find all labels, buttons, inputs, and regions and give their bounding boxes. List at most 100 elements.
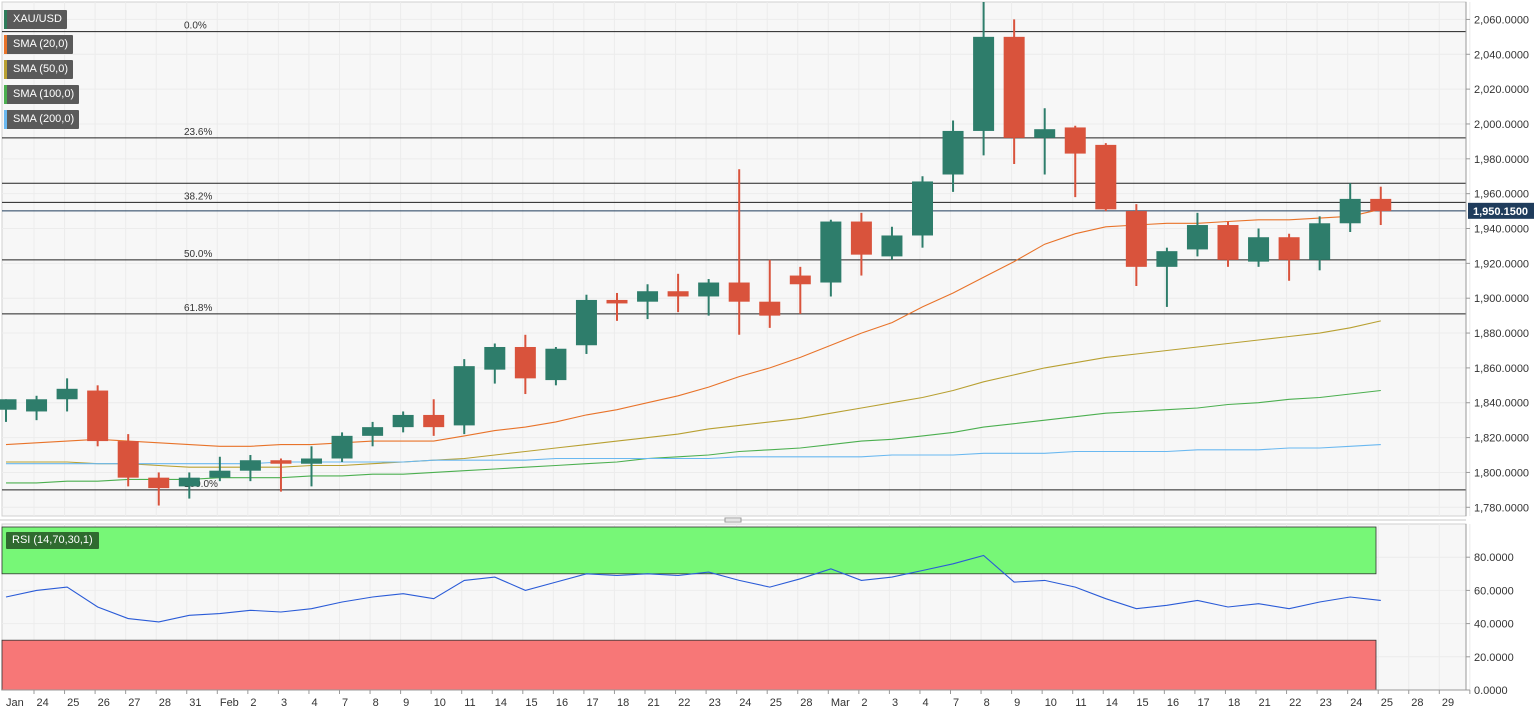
- y-tick-label: 1,960.0000: [1474, 189, 1529, 201]
- candle-body: [362, 427, 384, 436]
- x-tick-label: 8: [373, 697, 379, 709]
- x-tick-label: 24: [37, 697, 49, 709]
- x-tick-label: 25: [1381, 697, 1393, 709]
- candle-body: [392, 414, 414, 428]
- rsi-overbought-zone: [1, 526, 1377, 575]
- candle-body: [178, 477, 200, 487]
- candle-body: [759, 301, 781, 316]
- candle-body: [1186, 225, 1208, 250]
- x-tick-label: 7: [953, 697, 959, 709]
- sma-line-100: [6, 389, 1381, 484]
- x-tick-label: 11: [1075, 697, 1086, 709]
- sma-line-20: [5, 208, 1381, 447]
- y-tick-label: 1,780.0000: [1474, 502, 1529, 514]
- candle-body: [56, 388, 78, 400]
- y-tick-label: 2,020.0000: [1474, 84, 1529, 96]
- x-tick-label: 26: [98, 697, 110, 709]
- candle-body: [1125, 211, 1147, 267]
- y-tick-label: 1,880.0000: [1474, 328, 1529, 340]
- x-tick-label: 25: [770, 697, 782, 709]
- candle-body: [820, 221, 842, 283]
- legend-item[interactable]: XAU/USD: [4, 10, 67, 29]
- fib-level-label: 50.0%: [184, 249, 212, 260]
- y-tick-label: 60.0000: [1474, 585, 1514, 597]
- x-tick-label: 3: [281, 697, 287, 709]
- candle-body: [209, 470, 231, 478]
- x-tick-label: 9: [1014, 697, 1020, 709]
- x-tick-label: 17: [1197, 697, 1209, 709]
- x-tick-label: 18: [617, 697, 629, 709]
- candle-body: [1309, 223, 1331, 260]
- candle-body: [545, 348, 567, 381]
- y-tick-label: 1,800.0000: [1474, 467, 1529, 479]
- sma-line-50: [6, 320, 1381, 468]
- x-tick-label: 9: [403, 697, 409, 709]
- legend-item[interactable]: SMA (100,0): [4, 85, 80, 104]
- candle-body: [270, 460, 292, 464]
- x-tick-label: 25: [67, 697, 79, 709]
- x-tick-label: 28: [159, 697, 171, 709]
- legend-label: SMA (100,0): [13, 88, 75, 100]
- y-tick-label: 40.0000: [1474, 619, 1514, 631]
- current-price-tag: [1468, 202, 1534, 219]
- y-tick-label: 0.0000: [1474, 685, 1508, 697]
- candle-body: [1003, 36, 1025, 138]
- candle-body: [575, 299, 597, 346]
- candle-body: [117, 441, 139, 478]
- x-tick-label: 3: [892, 697, 898, 709]
- legend-item[interactable]: SMA (20,0): [4, 35, 74, 54]
- legend-swatch: [4, 35, 7, 54]
- candle-body: [148, 477, 170, 489]
- legend-label: SMA (50,0): [13, 63, 69, 75]
- x-tick-label: 10: [434, 697, 446, 709]
- fib-level-label: 61.8%: [184, 303, 212, 314]
- sma-line-200: [6, 444, 1381, 465]
- candle-body: [87, 390, 109, 442]
- candle-body: [1034, 129, 1056, 138]
- x-tick-label: 18: [1228, 697, 1240, 709]
- x-tick-label: 28: [1411, 697, 1423, 709]
- x-tick-label: 8: [984, 697, 990, 709]
- x-tick-label: 16: [556, 697, 568, 709]
- y-tick-label: 1,900.0000: [1474, 293, 1529, 305]
- x-tick-label: 22: [678, 697, 690, 709]
- candle-body: [637, 291, 659, 302]
- candle-body: [514, 346, 536, 379]
- rsi-line: [5, 554, 1381, 623]
- candle-body: [1064, 127, 1086, 154]
- pane-resize-handle: [724, 517, 742, 523]
- legend-item[interactable]: SMA (50,0): [4, 60, 74, 79]
- legend-swatch: [4, 110, 7, 129]
- x-tick-label: 28: [800, 697, 812, 709]
- x-tick-label: 2: [861, 697, 867, 709]
- legend-item[interactable]: SMA (200,0): [4, 110, 80, 129]
- legend-label: XAU/USD: [13, 13, 62, 25]
- candle-body: [973, 36, 995, 131]
- legend-swatch: [4, 85, 7, 104]
- candle-body: [26, 399, 48, 412]
- main-pane: [1, 1, 1467, 517]
- x-tick-label: 23: [709, 697, 721, 709]
- candle-body: [881, 235, 903, 257]
- candle-body: [912, 181, 933, 236]
- rsi-indicator-label[interactable]: RSI (14,70,30,1): [6, 532, 99, 549]
- legend-swatch: [4, 10, 7, 29]
- legend-swatch: [4, 60, 7, 79]
- candle-body: [1370, 198, 1392, 212]
- candle-body: [423, 414, 445, 428]
- candle-body: [301, 458, 322, 464]
- current-price-label: 1,950.1500: [1473, 206, 1528, 218]
- candle-body: [1248, 237, 1270, 262]
- x-tick-label: 21: [648, 697, 660, 709]
- fib-level-label: 0.0%: [184, 21, 207, 32]
- x-tick-label: 24: [739, 697, 751, 709]
- x-tick-label: 24: [1350, 697, 1362, 709]
- y-tick-label: 1,820.0000: [1474, 433, 1529, 445]
- x-tick-label: 2: [250, 697, 256, 709]
- x-tick-label: 4: [312, 697, 318, 709]
- candle-body: [1156, 251, 1178, 267]
- x-tick-label: Mar: [831, 697, 850, 709]
- y-tick-label: 2,000.0000: [1474, 119, 1529, 131]
- x-tick-label: Jan: [6, 697, 24, 709]
